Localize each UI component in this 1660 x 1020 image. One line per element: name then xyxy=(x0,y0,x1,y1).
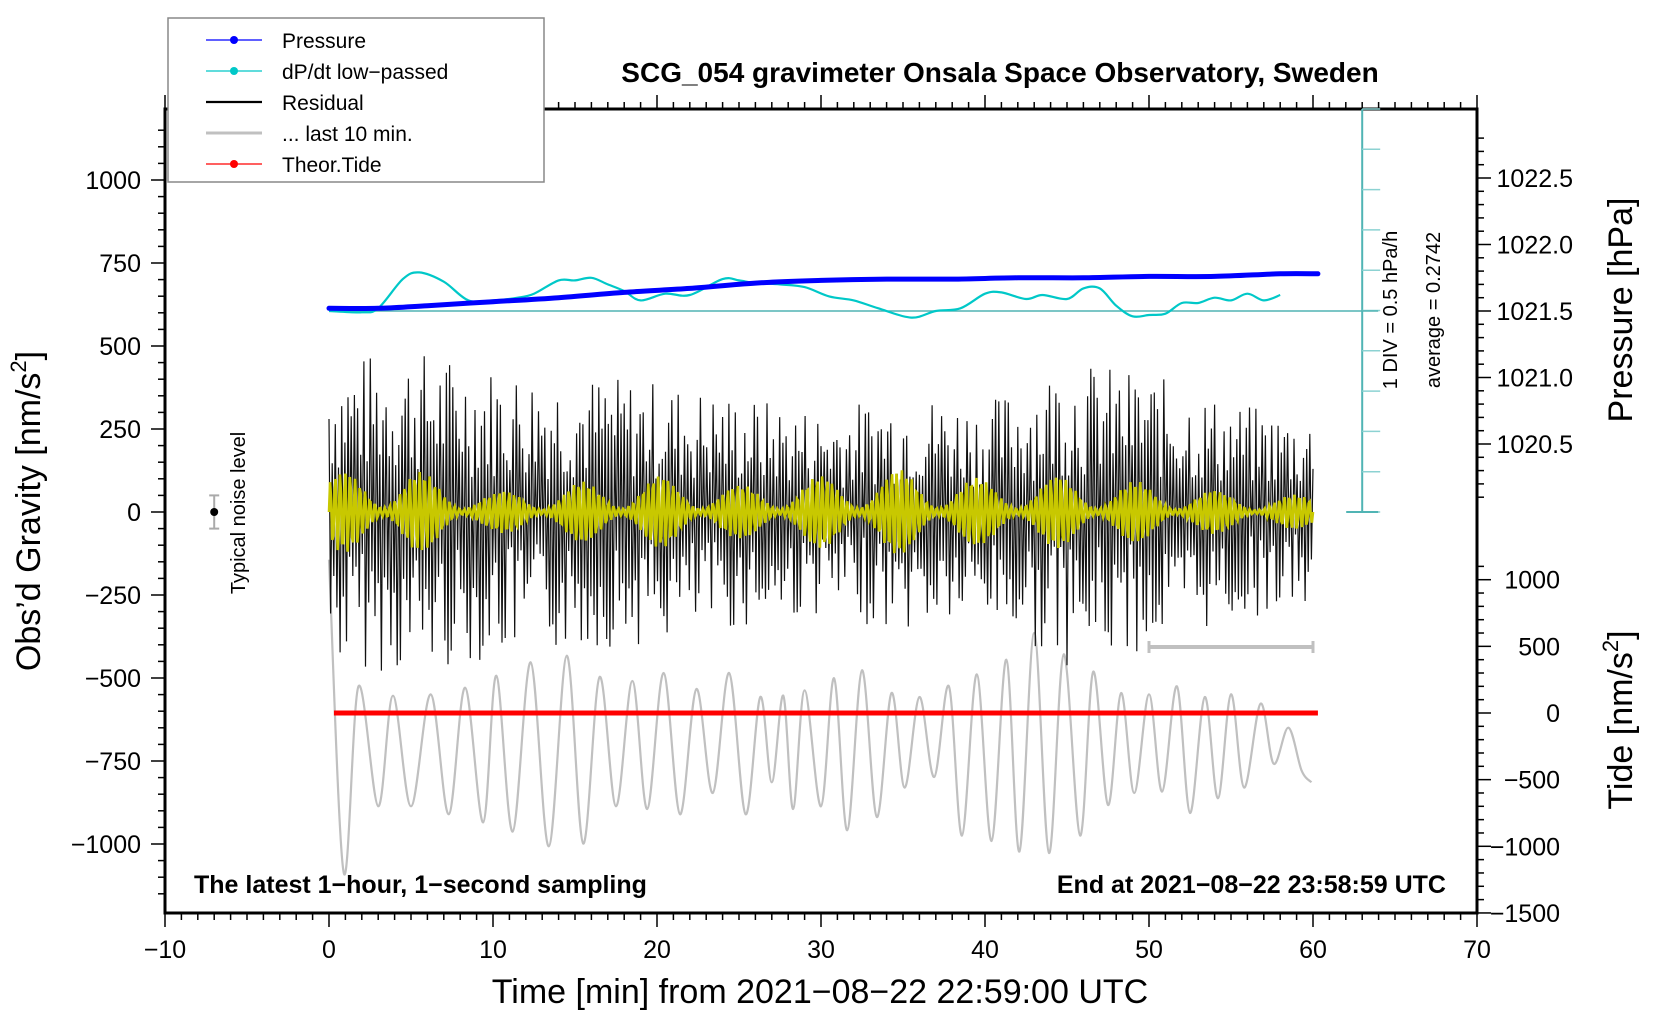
x-tick-label: 70 xyxy=(1463,936,1491,964)
chart-title: SCG_054 gravimeter Onsala Space Observat… xyxy=(621,57,1378,88)
legend-entry: Theor.Tide xyxy=(206,154,382,177)
pressure-tick-label: 1021.5 xyxy=(1497,298,1573,326)
tide-tick-label: −1000 xyxy=(1490,833,1560,861)
legend-marker xyxy=(230,36,238,44)
series-layer xyxy=(209,271,1321,876)
noise-level-label: Typical noise level xyxy=(228,432,250,594)
y-pressure-axis-title: Pressure [hPa] xyxy=(1602,198,1640,423)
y-tide-axis-title: Tide [nm/s2] xyxy=(1598,630,1640,809)
legend-label: Residual xyxy=(282,92,364,115)
x-tick-label: 30 xyxy=(807,936,835,964)
y-left-tick-label: −500 xyxy=(85,665,141,693)
y-left-tick-label: −250 xyxy=(85,582,141,610)
y-left-axis-title-sup: 2 xyxy=(6,360,31,372)
legend-box xyxy=(167,17,545,183)
dpdt-scale-bar xyxy=(329,108,1381,513)
legend-label: Theor.Tide xyxy=(282,154,382,177)
pressure-tick-label: 1022.5 xyxy=(1497,165,1573,193)
pressure-tick-label: 1021.0 xyxy=(1497,365,1573,393)
y-left-axis-title: Obs’d Gravity [nm/s2] xyxy=(6,351,48,671)
x-axis-title: Time [min] from 2021−08−22 22:59:00 UTC xyxy=(492,973,1148,1011)
tide-tick-label: −1500 xyxy=(1490,900,1560,928)
y-left-tick-label: 250 xyxy=(99,416,141,444)
tide-tick-label: 0 xyxy=(1546,700,1560,728)
y-left-tick-label: −750 xyxy=(85,748,141,776)
pressure-tick-label: 1022.0 xyxy=(1497,232,1573,260)
tide-tick-labels: 1000 500 0 −500 −1000 −1500 xyxy=(1490,567,1560,928)
x-tick-label: 50 xyxy=(1135,936,1163,964)
x-tick-label: 40 xyxy=(971,936,999,964)
pressure-tick-labels: 1022.5 1022.0 1021.5 1021.0 1020.5 xyxy=(1497,165,1573,459)
y-left-tick-label: 500 xyxy=(99,333,141,361)
pressure-tick-label: 1020.5 xyxy=(1497,431,1573,459)
y-tide-axis-title-base: Tide [nm/s xyxy=(1602,652,1640,809)
legend: Pressure dP/dt low−passed Residual ... last… xyxy=(167,17,545,183)
tide-tick-label: 500 xyxy=(1518,633,1560,661)
legend-entry: Residual xyxy=(206,92,364,115)
legend-entry: Pressure xyxy=(206,30,366,53)
y-left-tick-label: 1000 xyxy=(85,167,141,195)
legend-marker xyxy=(230,67,238,75)
y-left-tick-label: 750 xyxy=(99,250,141,278)
legend-entry: ... last 10 min. xyxy=(206,123,413,146)
y-left-tick-label: −1000 xyxy=(71,831,141,859)
legend-marker xyxy=(230,160,238,168)
annotation-bottom-right: End at 2021−08−22 23:58:59 UTC xyxy=(1057,871,1446,899)
y-left-tick-labels: 1000 750 500 250 0 −250 −500 −750 −1000 xyxy=(71,167,141,859)
y-tide-axis-title-close: ] xyxy=(1602,630,1640,639)
x-tick-label: −10 xyxy=(144,936,186,964)
x-tick-label: 20 xyxy=(643,936,671,964)
y-left-axis-title-close: ] xyxy=(10,351,48,360)
tide-tick-label: −500 xyxy=(1504,767,1560,795)
annotation-bottom-left: The latest 1−hour, 1−second sampling xyxy=(194,871,647,899)
observed-gravity-line xyxy=(327,559,1313,876)
y-left-axis-title-base: Obs’d Gravity [nm/s xyxy=(10,373,48,672)
x-tick-label: 0 xyxy=(322,936,336,964)
pressure-line xyxy=(326,271,1321,312)
dpdt-average-label: average = 0.2742 xyxy=(1423,232,1445,388)
legend-label: Pressure xyxy=(282,30,366,53)
legend-entry: dP/dt low−passed xyxy=(206,61,448,84)
noise-point xyxy=(210,508,219,516)
x-tick-labels: −10 0 10 20 30 40 50 60 70 xyxy=(144,936,1491,964)
x-tick-label: 10 xyxy=(479,936,507,964)
dpdt-div-label: 1 DIV = 0.5 hPa/h xyxy=(1380,231,1402,389)
x-tick-label: 60 xyxy=(1299,936,1327,964)
filtered-residual-line xyxy=(327,470,1315,554)
tide-tick-label: 1000 xyxy=(1504,567,1560,595)
y-left-tick-label: 0 xyxy=(127,499,141,527)
legend-label: dP/dt low−passed xyxy=(282,61,448,84)
y-tide-axis-title-sup: 2 xyxy=(1598,640,1623,652)
legend-label: ... last 10 min. xyxy=(282,123,413,146)
